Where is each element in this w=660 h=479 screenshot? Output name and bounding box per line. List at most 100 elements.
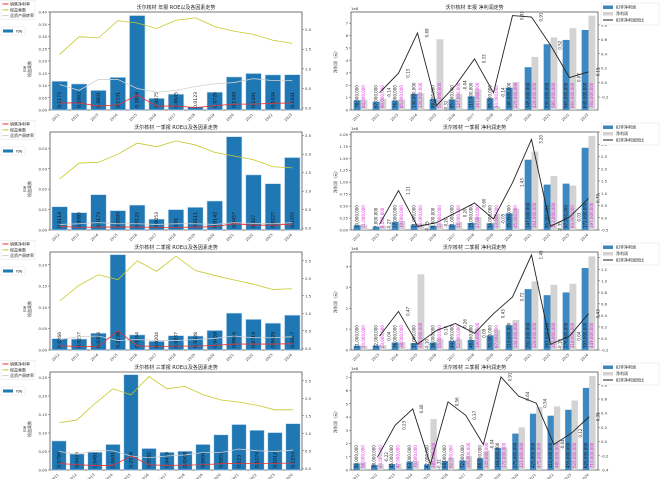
roe-bar <box>109 77 126 111</box>
y-axis-offset: 1e8 <box>351 246 359 251</box>
deducted-profit-bar <box>505 213 513 230</box>
deducted-profit-bar-label: 410,000,000 <box>548 442 553 468</box>
x-tick-label: 2014 <box>109 112 119 122</box>
y-tick-label: 0.05 <box>39 449 48 454</box>
x-tick-label: 2023 <box>264 233 273 242</box>
net-profit-bar-label: 318,000,000 <box>570 322 575 348</box>
x-tick-label: 2022 <box>245 233 254 242</box>
net-profit-bar-label: 135,000,000 <box>418 82 423 108</box>
legend-label: 扣非净利润 <box>616 4 636 10</box>
roe-bar <box>51 440 67 471</box>
y-tick-label: 1.75 <box>340 144 349 149</box>
roe-bar-label: 0.0786 <box>57 452 63 468</box>
roe-bar <box>284 74 301 111</box>
roe-bar-label: 0.1253 <box>291 452 297 468</box>
x-tick-label: 2012 <box>51 353 60 362</box>
deducted-profit-bar <box>371 464 378 470</box>
legend-swatch <box>603 125 613 129</box>
y2-tick-label: 0.2 <box>601 324 608 329</box>
roe-bar <box>226 312 243 351</box>
roe-bar-label: 0.3856 <box>135 92 141 108</box>
chart-title: 沃尔核材 年报 ROE以及各因素走势 <box>137 4 216 11</box>
roe-bar <box>264 74 281 111</box>
x-tick-label: 2019 <box>194 472 204 479</box>
roe-bar-label: 0.0952 <box>219 452 225 468</box>
deducted-profit-bar-label: 88,000,000 <box>430 85 435 108</box>
roe-bar-label: 0.0479 <box>165 452 171 468</box>
y2-tick-label: 0.5 <box>305 448 312 453</box>
x-tick-label: 2016 <box>439 472 449 479</box>
y-axis-label: roe <box>22 425 27 432</box>
deducted-profit-bar <box>410 343 418 350</box>
y2-tick-label: 2.0 <box>305 152 312 157</box>
deducted-profit-bar-label: 35,000,000 <box>506 205 511 228</box>
deducted-profit-bar-label: 95,000,000 <box>487 85 492 108</box>
y2-tick-label: 2.0 <box>305 396 312 401</box>
deducted-profit-bar-label: 36,000,000 <box>430 325 435 348</box>
net-profit-bar <box>398 342 406 350</box>
net-profit-bar-label: 97,000,000 <box>494 325 499 348</box>
legend-label: 净利润 <box>616 250 628 256</box>
roe-bar-label: 0.1441 <box>290 92 296 108</box>
yoy-label: -0.32 <box>437 459 442 470</box>
yoy-label: -0.35 <box>558 221 563 232</box>
x-tick-label: 2023 <box>563 473 572 479</box>
y-axis-label: roe <box>22 185 27 192</box>
net-profit-chart: 沃尔核材 三季报 净利润走势01234567-0.4-0.20.00.20.40… <box>332 362 660 479</box>
x-tick-label: 2020 <box>212 472 222 479</box>
deducted-profit-bar-label: 63,000,000 <box>407 445 412 468</box>
net-profit-bar-label: 113,000,000 <box>551 202 556 228</box>
deducted-profit-bar <box>505 325 513 350</box>
x-tick-label: 2014 <box>390 232 400 242</box>
deducted-profit-bar <box>467 222 475 230</box>
net-profit-bar-label: 225,000,000 <box>513 82 518 108</box>
roe-bar <box>148 341 165 351</box>
x-tick-label: 2018 <box>466 352 476 362</box>
net-profit-bar <box>531 151 539 230</box>
x-tick-label: 2021 <box>523 353 532 362</box>
y-tick-label: 0.10 <box>39 431 48 436</box>
net-profit-bar <box>536 407 543 470</box>
y2-tick-label: 2.5 <box>601 154 608 159</box>
y2-tick-label: 0.2 <box>601 66 608 71</box>
roe-bar-label: 0.0227 <box>270 212 276 228</box>
yoy-label: 0.35 <box>596 412 601 421</box>
x-tick-label: 2015 <box>409 353 418 362</box>
x-tick-label: 2020 <box>510 472 520 479</box>
roe-bar-label: 0.0475 <box>154 92 160 108</box>
x-tick-label: 2013 <box>86 473 95 479</box>
legend-box <box>0 120 36 140</box>
net-profit-bar-label: 475,000,000 <box>537 442 542 468</box>
net-profit-bar-label: 172,000,000 <box>501 442 506 468</box>
net-profit-bar <box>395 463 402 470</box>
x-tick-label: 2022 <box>264 113 273 122</box>
yoy-label: 1.45 <box>539 250 544 259</box>
net-profit-bar <box>550 175 558 230</box>
x-tick-label: 2015 <box>109 353 118 362</box>
legend-label: 扣非净利润 <box>616 244 636 250</box>
x-tick-label: 2019 <box>492 472 502 479</box>
x-tick-label: 2019 <box>206 112 216 122</box>
roe-bar-label: 0.1012 <box>273 452 279 468</box>
net-profit-bar-label: 585,000,000 <box>551 82 556 108</box>
deducted-profit-bar <box>581 29 589 110</box>
y2-tick-label: 0.4 <box>601 411 608 416</box>
y2-tick-label: -0.4 <box>601 468 609 473</box>
legend-label: roe <box>16 389 23 394</box>
roe-bar <box>90 194 107 231</box>
y-tick-label: 5 <box>346 45 349 50</box>
roe-bar-label: 0.1063 <box>77 92 83 108</box>
y2-tick-label: 0.0 <box>601 215 608 220</box>
chart-title: 沃尔核材 一季报 ROE以及各因素走势 <box>134 124 218 131</box>
x-tick-label: 2014 <box>90 232 100 242</box>
y2-tick-label: 1.5 <box>305 170 312 175</box>
net-profit-bar-label: 27,000,000 <box>475 205 480 228</box>
yoy-label: 0.91 <box>507 372 512 381</box>
roe-bar-label: 0.0095 <box>115 212 121 228</box>
x-tick-label: 2015 <box>129 113 138 122</box>
x-tick-label: 2017 <box>466 113 475 122</box>
x-tick-label: 2019 <box>187 352 197 362</box>
x-tick-label: 2015 <box>122 473 131 479</box>
deducted-profit-bar-label: 88,000,000 <box>477 445 482 468</box>
